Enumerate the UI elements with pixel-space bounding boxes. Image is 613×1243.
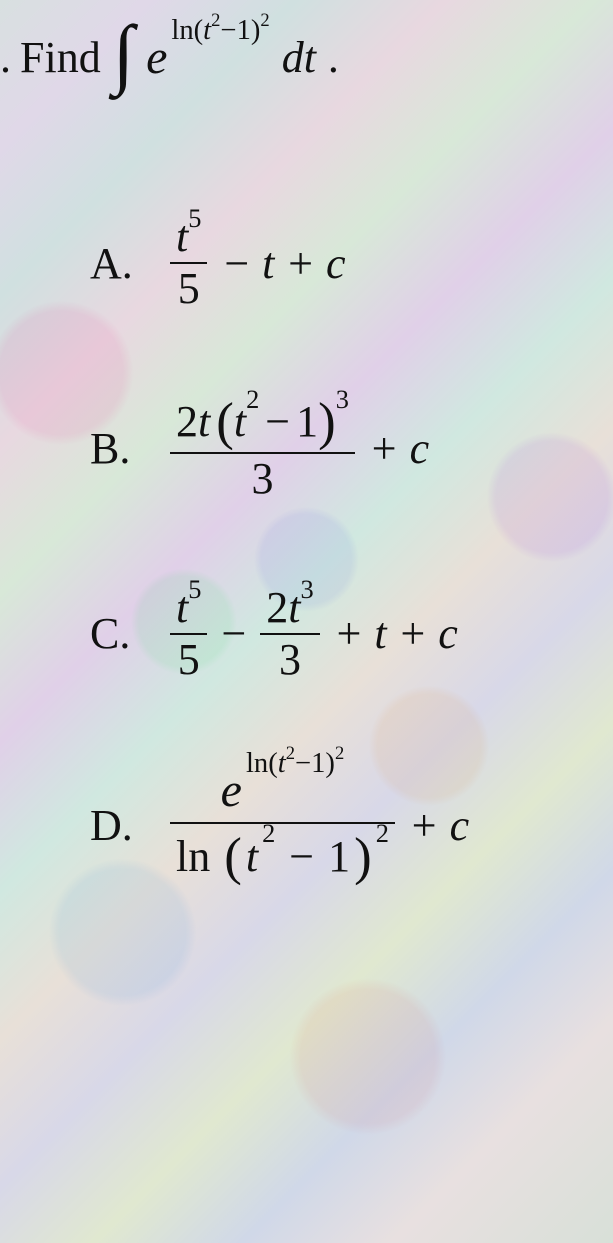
- choice-b-fraction: 2t(t2−1)3 3: [170, 396, 355, 501]
- expo-rparen: ): [251, 15, 261, 46]
- choice-b-expr: 2t(t2−1)3 3 + c: [170, 396, 429, 501]
- choice-a-letter: A.: [90, 238, 144, 289]
- d-den-minus: −: [289, 835, 314, 879]
- expo-lparen: (: [194, 15, 204, 46]
- expo-outer-sq: 2: [260, 10, 269, 31]
- b-rparen: ): [318, 396, 336, 449]
- d-num-lparen: (: [268, 748, 278, 779]
- a-den: 5: [172, 267, 206, 311]
- d-den-one: 1: [328, 835, 350, 879]
- c-f1-den: 5: [172, 638, 206, 682]
- d-den-lparen: (: [224, 831, 242, 884]
- choice-c-expr: t5 5 − 2t3 3 + t + c: [170, 586, 458, 682]
- d-num-t-sq: 2: [286, 743, 295, 764]
- c-mid-minus: −: [221, 608, 246, 659]
- d-den-ln: ln: [176, 835, 210, 879]
- choice-b: B. 2t(t2−1)3 3 + c: [90, 396, 593, 501]
- choices-list: A. t5 5 − t + c B. 2t(t2−1)3: [90, 215, 593, 884]
- d-num-rparen: ): [325, 748, 335, 779]
- expo-ln: ln: [171, 15, 193, 46]
- d-den-rparen: ): [354, 831, 372, 884]
- d-num-minus: −: [295, 748, 311, 779]
- c-f1-exp: 5: [188, 574, 201, 604]
- c-f2-exp: 3: [301, 574, 314, 604]
- b-tail: + c: [369, 423, 429, 474]
- d-num-t: t: [278, 748, 286, 779]
- a-num-t: t: [176, 212, 188, 261]
- choice-b-letter: B.: [90, 423, 144, 474]
- expo-t: t: [203, 15, 211, 46]
- d-num-ln: ln: [246, 748, 268, 779]
- trailing-period: .: [328, 32, 339, 83]
- b-lparen: (: [216, 396, 234, 449]
- d-num-outer-sq: 2: [335, 743, 344, 764]
- expo-minus: −: [220, 15, 236, 46]
- integrand-e: e: [146, 30, 167, 85]
- choice-a-expr: t5 5 − t + c: [170, 215, 346, 311]
- b-num-t2: t: [234, 400, 246, 444]
- b-num-coeff: 2: [176, 400, 198, 444]
- choice-c-frac2: 2t3 3: [260, 586, 319, 682]
- dt: dt: [282, 32, 316, 83]
- integrand-exponent: ln(t2−1)2: [171, 21, 269, 31]
- d-num-exponent: ln(t2−1)2: [246, 754, 344, 764]
- integrand: e ln(t2−1)2: [146, 30, 270, 85]
- b-num-minus: −: [265, 400, 290, 444]
- c-f2-den: 3: [273, 638, 307, 682]
- choice-d-letter: D.: [90, 800, 144, 851]
- expo-one: 1: [237, 15, 251, 46]
- choice-d: D. eln(t2−1)2 ln(t2−1)2 + c: [90, 767, 593, 884]
- choice-a: A. t5 5 − t + c: [90, 215, 593, 311]
- leading-period: .: [0, 32, 8, 83]
- choice-c-letter: C.: [90, 608, 144, 659]
- d-den-t: t: [246, 835, 258, 879]
- a-tail: − t + c: [221, 238, 345, 289]
- a-num-exp: 5: [188, 203, 201, 233]
- choice-d-fraction: eln(t2−1)2 ln(t2−1)2: [170, 767, 395, 884]
- choice-a-fraction: t5 5: [170, 215, 207, 311]
- c-f2-t: t: [288, 583, 300, 632]
- page-root: . Find ∫ e ln(t2−1)2 dt . A. t5 5: [0, 0, 613, 914]
- d-num-one: 1: [311, 748, 325, 779]
- b-num-one: 1: [296, 400, 318, 444]
- d-num-e: e: [221, 767, 242, 815]
- d-tail: + c: [409, 800, 469, 851]
- choice-d-expr: eln(t2−1)2 ln(t2−1)2 + c: [170, 767, 469, 884]
- c-tail: + t + c: [334, 608, 458, 659]
- b-den: 3: [245, 457, 279, 501]
- question-line: . Find ∫ e ln(t2−1)2 dt .: [0, 30, 593, 85]
- choice-c-frac1: t5 5: [170, 586, 207, 682]
- c-f2-coeff: 2: [266, 583, 288, 632]
- b-num-t: t: [198, 400, 210, 444]
- find-word: Find: [20, 32, 101, 83]
- choice-c: C. t5 5 − 2t3 3: [90, 586, 593, 682]
- c-f1-t: t: [176, 583, 188, 632]
- integral-sign: ∫: [113, 26, 134, 81]
